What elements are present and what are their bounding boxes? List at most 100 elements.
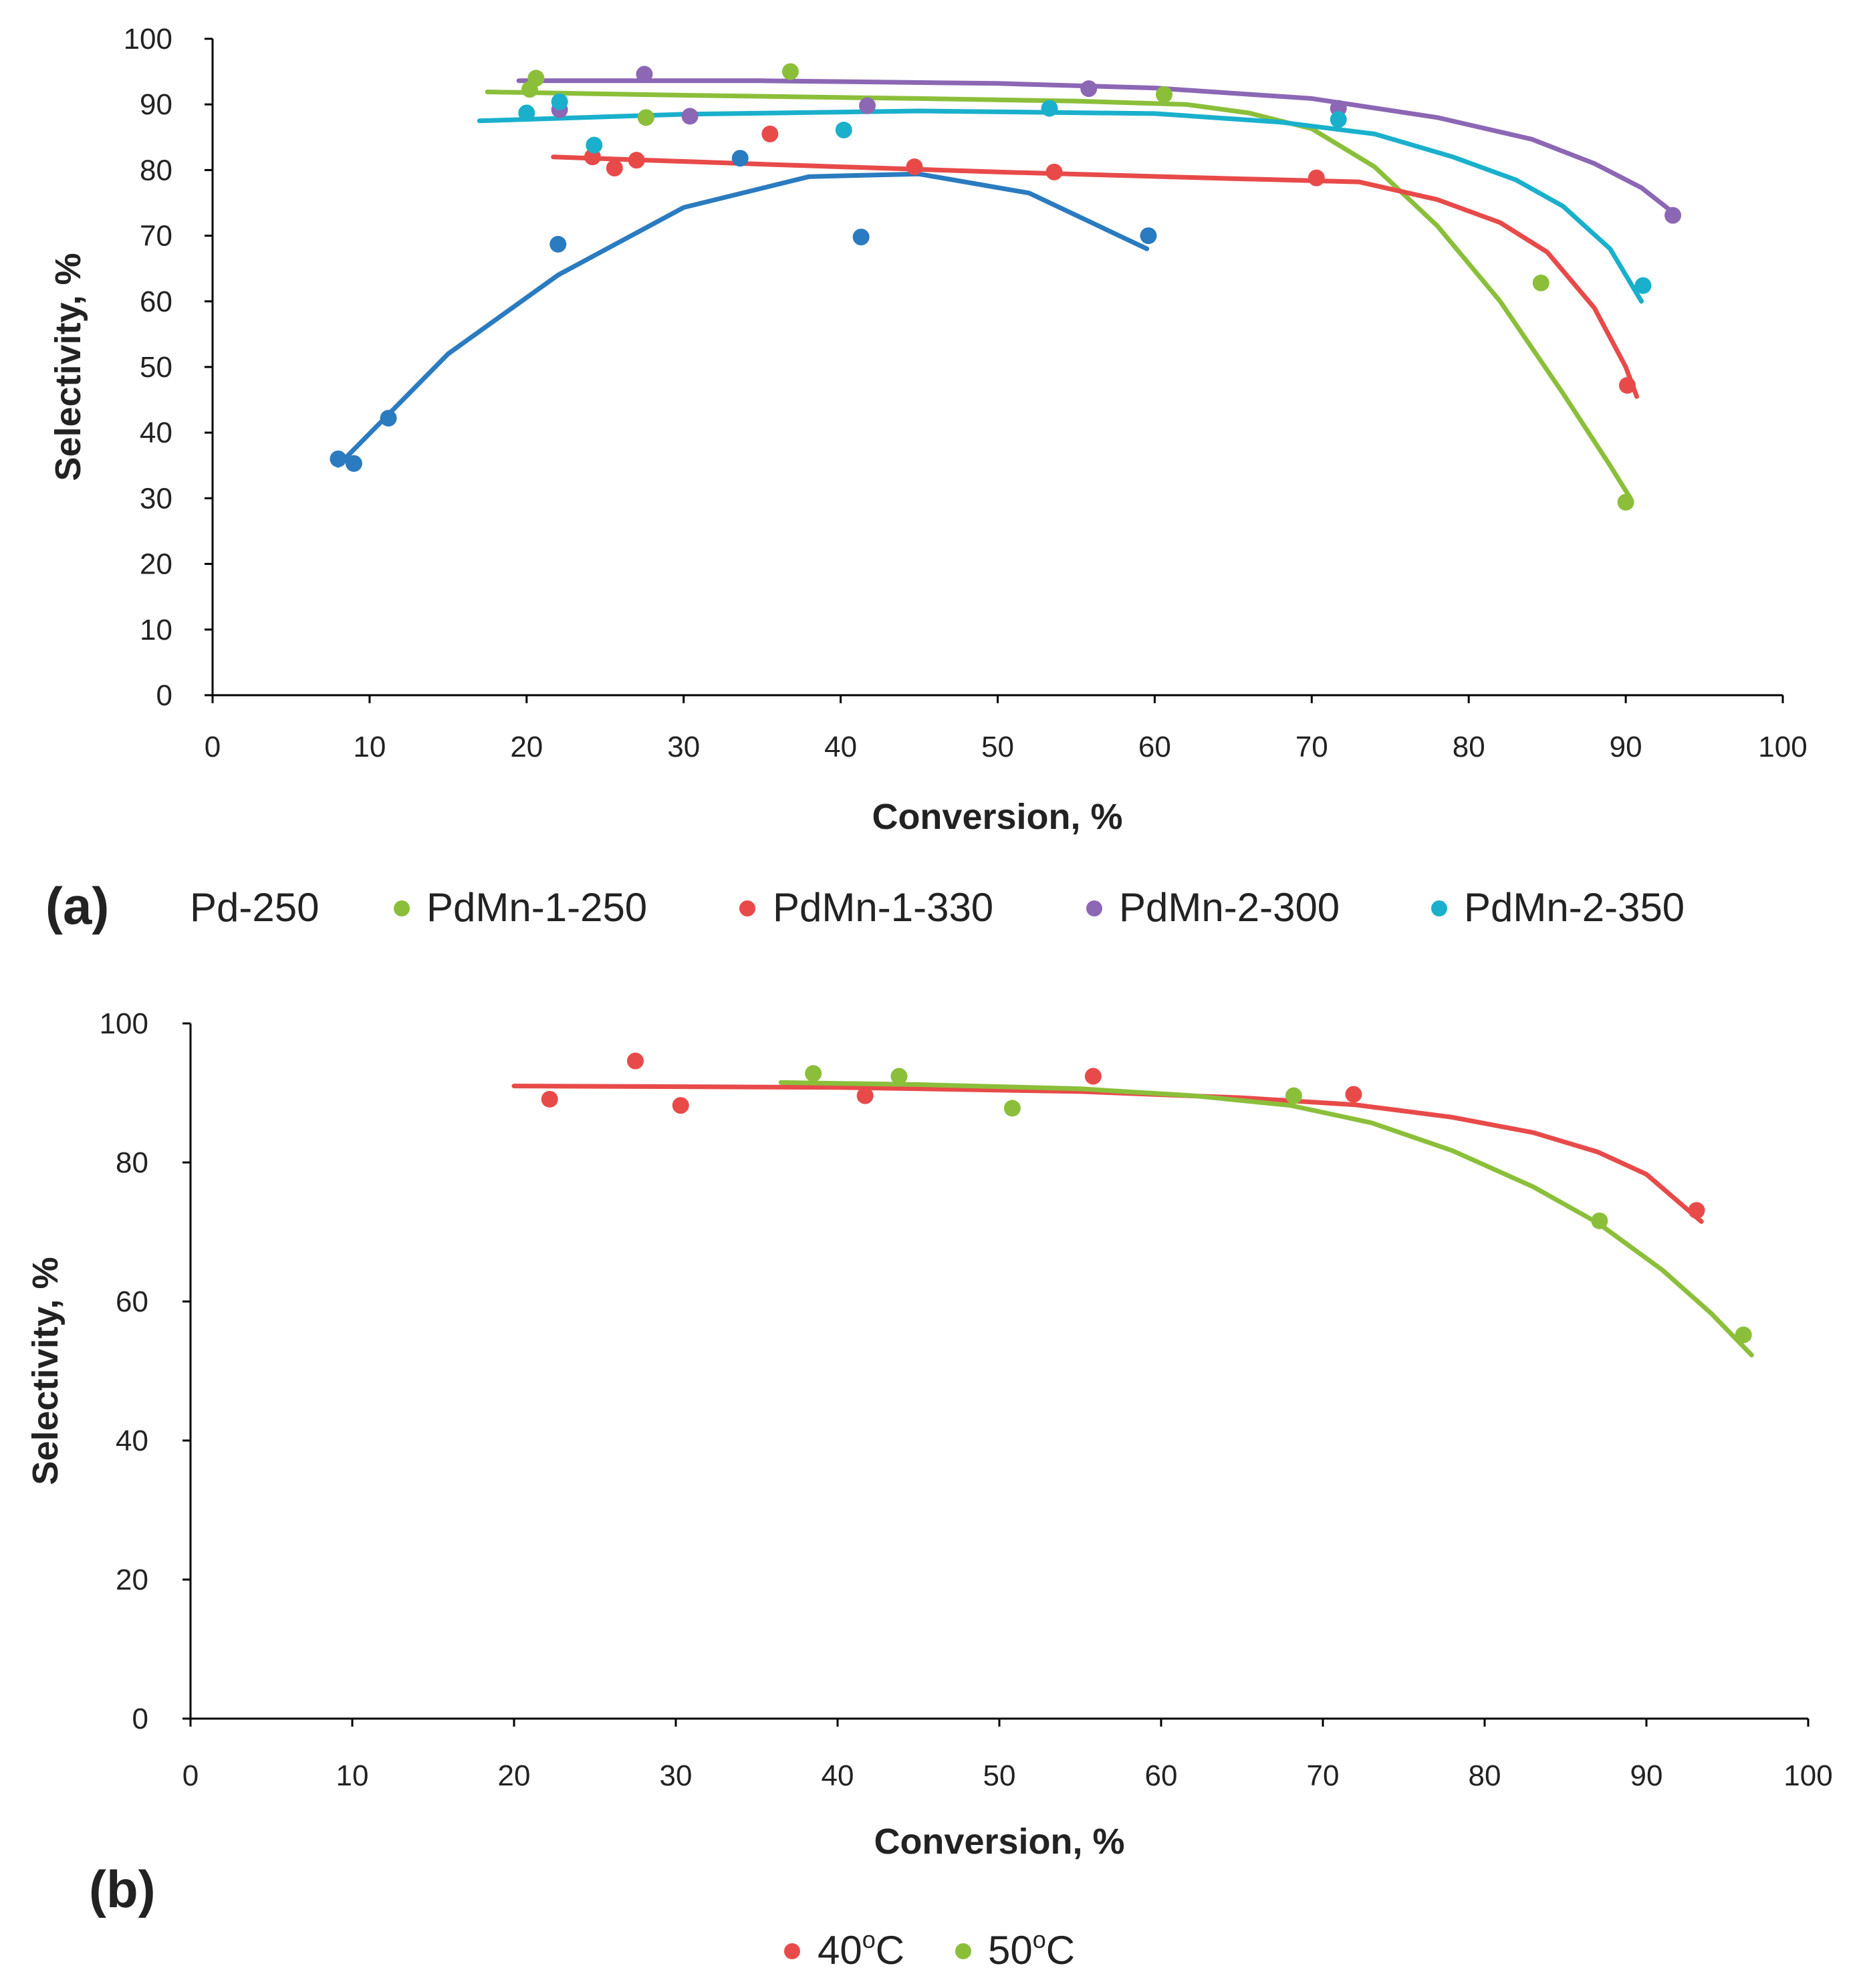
chart-a-y-axis-title: Selectivity, % — [48, 253, 88, 481]
chart-a-y-tick-label: 10 — [140, 614, 172, 646]
chart-b-legend-label-50-c: 50oC — [988, 1926, 1075, 1973]
chart-a-y-tick-label: 100 — [124, 23, 172, 55]
chart-b-y-tick-label: 80 — [116, 1146, 148, 1179]
chart-b-x-axis-title: Conversion, % — [874, 1822, 1124, 1862]
chart-a-point-pdmn-2-300 — [681, 108, 699, 125]
chart-a-trendline-pdmn-2-350 — [477, 108, 1644, 304]
chart-a-x-tick-label: 50 — [981, 731, 1014, 763]
chart-b-trendline-50-c — [778, 1080, 1754, 1358]
chart-a-legend-label-pd-250: Pd-250 — [190, 885, 319, 930]
chart-b-x-tick-label: 30 — [660, 1759, 693, 1792]
chart-b-x-ticks: 0 10 20 30 40 50 60 70 80 90 100 — [182, 1719, 1833, 1792]
chart-b-x-tick-label: 40 — [822, 1759, 854, 1792]
chart-a-y-tick-label: 40 — [140, 416, 172, 449]
chart-a-legend-label-pdmn-1-250: PdMn-1-250 — [426, 885, 647, 930]
chart-b-y-tick-label: 60 — [116, 1285, 148, 1318]
chart-a-x-ticks: 0 10 20 30 40 50 60 70 80 90 100 — [205, 695, 1808, 763]
chart-a-x-tick-label: 40 — [824, 731, 857, 763]
chart-a-point-pd-250 — [852, 229, 870, 246]
chart-b-point-40-c — [1688, 1202, 1705, 1219]
chart-a-trendline-pdmn-2-300 — [516, 78, 1681, 219]
chart-a-y-tick-label: 90 — [140, 88, 172, 121]
chart-b-panel-label: (b) — [89, 1860, 156, 1918]
chart-a-x-tick-label: 20 — [510, 731, 543, 763]
chart-a-y-tick-label: 60 — [140, 285, 172, 318]
chart-a-point-pdmn-2-350 — [518, 104, 535, 122]
chart-a-point-pd-250 — [731, 150, 749, 167]
chart-a-x-tick-label: 0 — [205, 731, 221, 763]
chart-b-x-tick-label: 70 — [1307, 1759, 1340, 1792]
chart-b-point-50-c — [1285, 1087, 1302, 1104]
chart-a-x-tick-label: 30 — [667, 731, 700, 763]
chart-a-x-tick-label: 60 — [1138, 731, 1171, 763]
chart-a-point-pdmn-2-350 — [835, 121, 852, 138]
chart-a-point-pdmn-1-330 — [906, 158, 923, 175]
chart-a-point-pdmn-1-330 — [1618, 376, 1636, 394]
chart-a-y-tick-label: 0 — [156, 679, 172, 712]
chart-b-point-40-c — [1084, 1068, 1102, 1085]
chart-a-point-pdmn-2-350 — [1634, 277, 1652, 294]
chart-b-x-tick-label: 60 — [1145, 1759, 1178, 1792]
chart-b-points — [541, 1052, 1752, 1344]
chart-b-x-tick-label: 50 — [983, 1759, 1016, 1792]
chart-a-point-pdmn-1-250 — [1155, 86, 1172, 103]
chart-a-point-pd-250 — [330, 450, 347, 467]
chart-b-y-tick-label: 40 — [116, 1424, 148, 1457]
chart-b-x-tick-label: 100 — [1783, 1759, 1832, 1792]
chart-b-point-50-c — [890, 1068, 908, 1085]
chart-a-x-axis-title: Conversion, % — [872, 797, 1122, 837]
chart-b-point-50-c — [1003, 1100, 1021, 1117]
chart-b-point-50-c — [1591, 1212, 1608, 1229]
chart-a-point-pdmn-2-300 — [1080, 80, 1098, 98]
chart-a-legend-label-pdmn-2-300: PdMn-2-300 — [1119, 885, 1340, 930]
chart-b-x-tick-label: 0 — [182, 1759, 199, 1792]
chart-a-point-pdmn-1-250 — [527, 70, 545, 87]
chart-b-legend-marker-50-c — [955, 1943, 971, 1959]
chart-a-x-tick-label: 10 — [353, 731, 386, 763]
chart-b-point-40-c — [627, 1052, 644, 1070]
chart-a-point-pdmn-1-330 — [1308, 169, 1325, 187]
chart-a-point-pdmn-2-300 — [859, 97, 876, 114]
chart-a-y-tick-label: 50 — [140, 351, 172, 384]
chart-a-point-pdmn-1-250 — [781, 63, 799, 80]
chart-b-x-tick-label: 10 — [336, 1759, 369, 1792]
chart-a-x-tick-label: 70 — [1295, 731, 1328, 763]
chart-a-point-pdmn-2-350 — [551, 93, 568, 110]
chart-a-point-pdmn-2-300 — [1664, 207, 1682, 224]
chart-a-y-ticks: 0 10 20 30 40 50 60 70 80 90 100 — [124, 23, 213, 712]
chart-a-y-tick-label: 30 — [140, 482, 172, 515]
chart-b-y-tick-label: 20 — [116, 1564, 148, 1596]
chart-a-point-pdmn-2-350 — [586, 136, 603, 154]
chart-a-point-pdmn-2-350 — [1041, 100, 1058, 117]
chart-b-y-tick-label: 100 — [100, 1007, 148, 1040]
chart-b-x-tick-label: 80 — [1469, 1759, 1501, 1792]
chart-a-point-pdmn-2-300 — [636, 66, 653, 83]
chart-a-point-pdmn-1-330 — [628, 152, 645, 169]
chart-b-legend-marker-40-c — [784, 1943, 800, 1959]
chart-b-trendlines — [511, 1080, 1754, 1358]
chart-a-point-pd-250 — [345, 455, 362, 472]
chart-a-trendline-pd-250 — [336, 171, 1150, 468]
chart-a-x-tick-label: 90 — [1610, 731, 1642, 763]
chart-b: 0 20 40 60 80 100 0 10 20 30 40 50 60 70 80 90 100 Conv… — [25, 1007, 1833, 1973]
chart-a-point-pd-250 — [549, 235, 567, 253]
chart-a-point-pdmn-1-330 — [1045, 163, 1063, 180]
chart-a-point-pdmn-1-250 — [1617, 493, 1634, 511]
chart-a-y-tick-label: 70 — [140, 220, 172, 253]
chart-b-point-40-c — [856, 1087, 874, 1104]
chart-a-legend-label-pdmn-1-330: PdMn-1-330 — [773, 885, 993, 930]
chart-b-point-40-c — [541, 1090, 558, 1108]
chart-b-y-tick-label: 0 — [132, 1703, 148, 1735]
chart-a-panel-label: (a) — [45, 876, 109, 935]
chart-a-point-pd-250 — [1140, 227, 1157, 245]
chart-b-y-axis-title: Selectivity, % — [25, 1257, 66, 1485]
chart-a-x-tick-label: 100 — [1758, 731, 1807, 763]
chart-a-trendline-pdmn-1-250 — [485, 90, 1633, 501]
chart-b-x-tick-label: 20 — [498, 1759, 531, 1792]
chart-a-y-tick-label: 20 — [140, 548, 172, 581]
chart-b-legend: 40oC 50oC — [784, 1926, 1075, 1973]
chart-a-legend-marker-pdmn-1-250 — [394, 900, 410, 916]
chart-a-points — [330, 63, 1682, 511]
